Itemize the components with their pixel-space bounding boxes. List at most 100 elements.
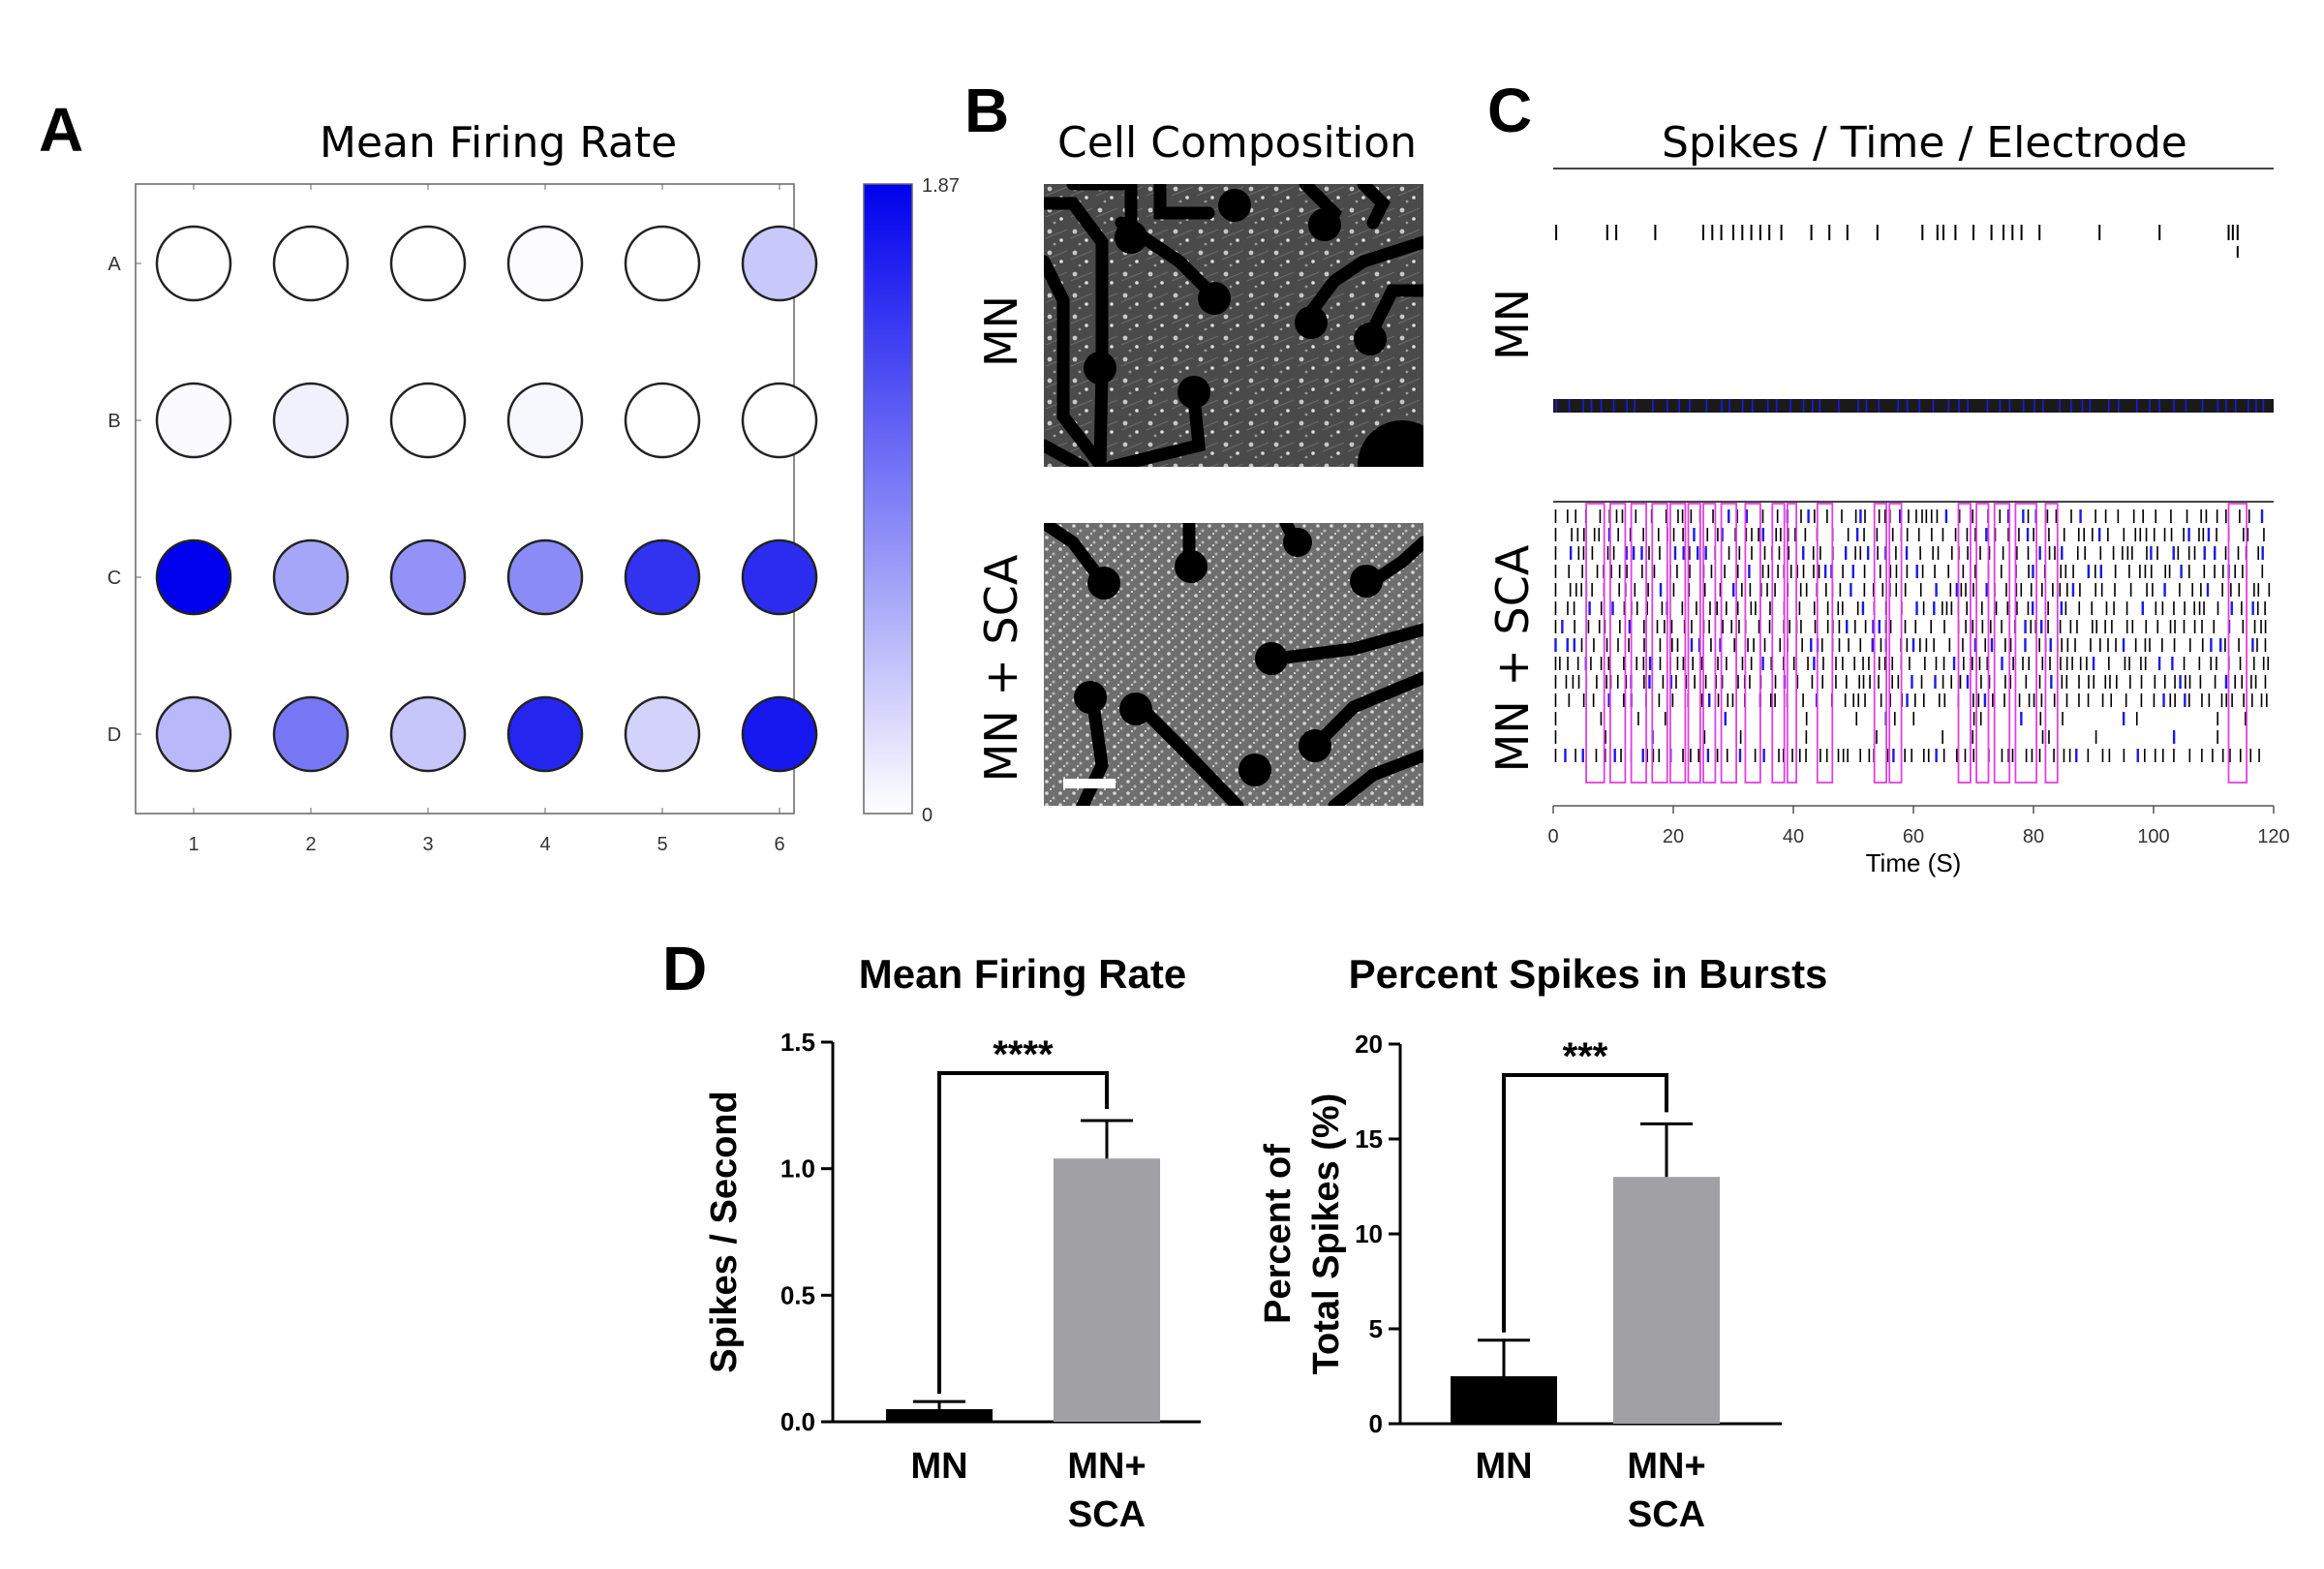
colorbar-max-label: 1.87 [922, 175, 960, 197]
mfr-category-label: MN [910, 1446, 967, 1487]
heatmap-well [624, 538, 701, 616]
mfr-category-label: SCA [1068, 1494, 1146, 1535]
psb-bar [1613, 1177, 1720, 1424]
raster-burst-box [1786, 503, 1798, 784]
psb-y-axis-label: Percent of [1258, 1144, 1299, 1324]
heatmap-well [741, 695, 818, 773]
heatmap-row-label: A [107, 254, 121, 275]
heatmap-well [741, 382, 818, 459]
heatmap-well [506, 382, 584, 459]
heatmap-well [389, 382, 467, 459]
mfr-significance-stars: **** [993, 1033, 1054, 1076]
mfr-bar [886, 1408, 993, 1422]
raster-burst-box [1609, 503, 1627, 784]
heatmap-well [272, 382, 350, 459]
psb-category-label: MN [1475, 1446, 1532, 1487]
colorbar [863, 183, 913, 815]
raster-x-axis-label: Time (S) [1866, 848, 1962, 877]
raster-burst-box [1771, 503, 1786, 784]
psb-bar [1451, 1376, 1557, 1424]
mfr-y-axis-label: Spikes / Second [704, 1091, 745, 1372]
mfr-bar [1054, 1158, 1160, 1422]
heatmap-well [741, 225, 818, 302]
raster-burst-box [1687, 503, 1701, 784]
heatmap-well [155, 225, 232, 302]
heatmap-chart: A B C D 1 2 3 4 5 6 1.87 0 [107, 175, 960, 855]
panel-letter-c: C [1487, 76, 1533, 145]
mfr-y-tick-label: 1.5 [780, 1028, 815, 1057]
raster-x-tick-label: 120 [2257, 826, 2289, 847]
raster-chart: 0 20 40 60 80 100 120 Time (S) [1547, 168, 2290, 877]
psb-y-tick-label: 20 [1355, 1030, 1383, 1059]
mfr-category-label: MN+ [1067, 1446, 1146, 1487]
psb-significance-stars: *** [1563, 1035, 1608, 1078]
heatmap-well [389, 225, 467, 302]
mfr-bar-title: Mean Firing Rate [859, 951, 1186, 997]
heatmap-well [155, 695, 232, 773]
raster-burst-box [1957, 503, 1972, 784]
raster-burst-box [1873, 503, 1887, 784]
colorbar-min-label: 0 [922, 805, 933, 826]
panel-letter-a: A [39, 95, 84, 165]
raster-burst-box [1669, 503, 1687, 784]
raster-burst-box [1720, 503, 1737, 784]
raster-burst-box [1630, 503, 1647, 784]
raster-x-tick-label: 20 [1663, 826, 1684, 847]
electrode-pads-mn [1084, 189, 1423, 467]
electrode-traces-mn-sca [1044, 523, 1423, 806]
heatmap-well [155, 538, 232, 616]
heatmap-column-label: 3 [422, 834, 433, 855]
raster-burst-box [1993, 503, 2011, 784]
electrode-pads-mn-sca [1074, 528, 1383, 786]
raster-burst-box [2044, 503, 2059, 784]
raster-x-tick-label: 0 [1547, 826, 1558, 847]
psb-y-tick-label: 5 [1369, 1314, 1383, 1343]
electrode-traces-mn [1044, 184, 1423, 467]
heatmap-column-label: 1 [188, 834, 199, 855]
scale-bar [1063, 779, 1116, 788]
heatmap-column-label: 5 [657, 834, 667, 855]
raster-title: Spikes / Time / Electrode [1662, 118, 2187, 168]
heatmap-well [155, 382, 232, 459]
psb-y-tick-label: 15 [1355, 1124, 1383, 1154]
raster-burst-box [1816, 503, 1834, 784]
heatmap-well [624, 382, 701, 459]
psb-y-tick-label: 10 [1355, 1219, 1383, 1248]
heatmap-well [506, 538, 584, 616]
psb-category-label: SCA [1628, 1494, 1705, 1535]
mfr-significance-bracket [937, 1071, 1109, 1395]
heatmap-well [506, 225, 584, 302]
raster-burst-box [1975, 503, 1990, 784]
raster-burst-box [1585, 503, 1605, 784]
panel-letter-d: D [662, 934, 708, 1003]
raster-x-tick-label: 100 [2137, 826, 2169, 847]
psb-category-label: MN+ [1627, 1446, 1705, 1487]
micrograph-mn-sca [1044, 523, 1423, 806]
heatmap-well [741, 538, 818, 616]
mfr-y-tick-label: 1.0 [780, 1154, 815, 1184]
raster-burst-box [1888, 503, 1903, 784]
raster-x-tick-label: 40 [1783, 826, 1804, 847]
mfr-y-tick-label: 0.0 [780, 1407, 815, 1436]
heatmap-column-label: 6 [774, 834, 784, 855]
raster-burst-box [1651, 503, 1668, 784]
heatmap-well [506, 695, 584, 773]
mfr-y-tick-label: 0.5 [780, 1280, 815, 1309]
heatmap-well [272, 225, 350, 302]
raster-burst-box [1702, 503, 1717, 784]
psb-significance-bracket [1502, 1073, 1668, 1333]
heatmap-well [389, 538, 467, 616]
heatmap-column-label: 4 [539, 834, 550, 855]
heatmap-row-label: B [107, 411, 120, 432]
raster-x-tick-label: 60 [1903, 826, 1924, 847]
heatmap-well [272, 695, 350, 773]
psb-bar-title: Percent Spikes in Bursts [1349, 951, 1828, 997]
heatmap-title: Mean Firing Rate [320, 118, 678, 168]
raster-burst-box [1744, 503, 1761, 784]
heatmap-row-label: C [107, 568, 121, 589]
heatmap-well [624, 695, 701, 773]
panel-letter-b: B [964, 76, 1010, 145]
heatmap-well [624, 225, 701, 302]
raster-burst-box [2227, 503, 2248, 784]
